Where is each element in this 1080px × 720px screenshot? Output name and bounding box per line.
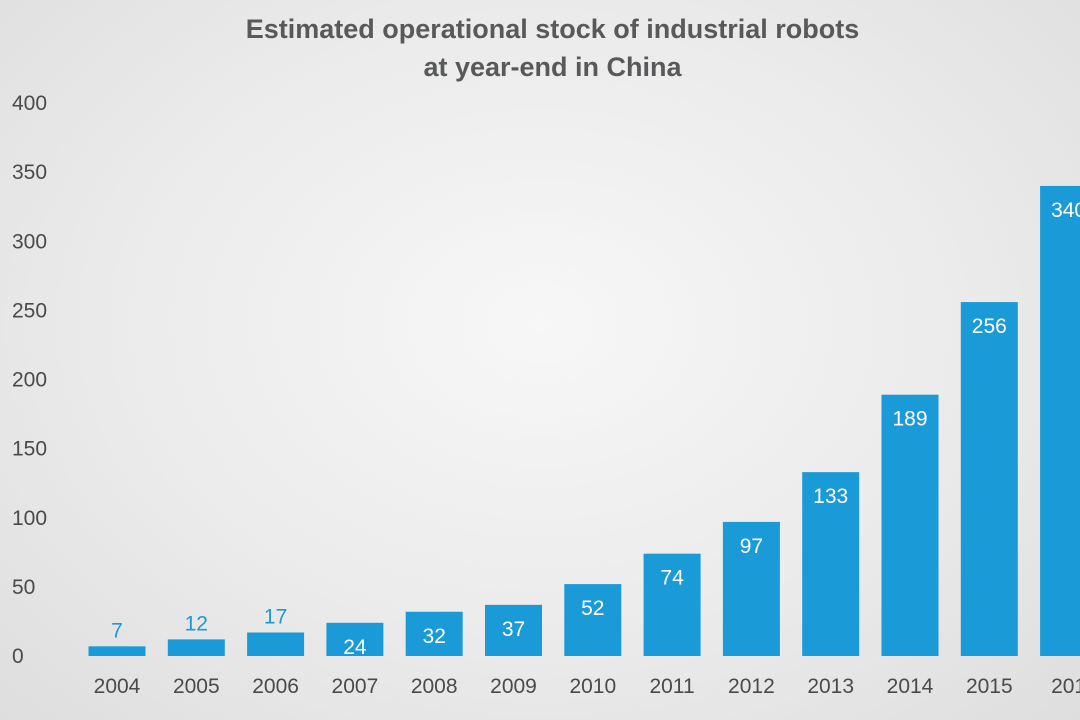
- data-label: 37: [502, 618, 525, 641]
- x-tick-label: 2009: [490, 675, 537, 698]
- x-tick-label: 2006: [252, 675, 299, 698]
- y-tick-label: 250: [12, 299, 47, 322]
- x-tick-label: 2011: [650, 675, 695, 698]
- bar: [643, 553, 701, 656]
- x-tick-label: 2007: [332, 675, 379, 698]
- bar: [564, 584, 622, 656]
- x-tick-label: 201: [1051, 675, 1080, 698]
- chart-title-line-1: Estimated operational stock of industria…: [245, 14, 860, 44]
- data-label: 133: [813, 485, 848, 508]
- y-tick-label: 100: [12, 507, 47, 530]
- bar: [960, 302, 1018, 656]
- x-tick-label: 2010: [569, 675, 616, 698]
- bar: [326, 622, 384, 656]
- x-tick-label: 2008: [411, 675, 458, 698]
- y-tick-label: 0: [12, 645, 24, 668]
- chart-title-line-2: at year-end in China: [423, 52, 682, 82]
- y-tick-label: 200: [12, 369, 47, 392]
- bar: [88, 646, 146, 656]
- data-label: 97: [740, 535, 763, 558]
- bar: [1040, 185, 1080, 656]
- data-label: 256: [972, 315, 1007, 338]
- data-label: 32: [423, 625, 446, 648]
- data-label: 340: [1051, 199, 1080, 222]
- y-tick-label: 400: [12, 92, 47, 115]
- bar: [881, 394, 939, 656]
- x-tick-label: 2004: [94, 675, 141, 698]
- bar: [167, 639, 225, 656]
- y-tick-label: 300: [12, 230, 47, 253]
- data-label: 189: [892, 408, 927, 431]
- data-label: 52: [581, 597, 604, 620]
- bar: [485, 604, 542, 656]
- bar: [247, 632, 305, 656]
- y-tick-label: 50: [12, 576, 35, 599]
- data-label: 7: [111, 619, 123, 642]
- x-tick-label: 2012: [728, 675, 775, 698]
- x-tick-label: 2013: [807, 675, 854, 698]
- bar: [722, 521, 780, 656]
- y-tick-label: 350: [12, 161, 47, 184]
- x-tick-label: 2005: [173, 675, 220, 698]
- bar: [802, 472, 860, 656]
- data-label: 24: [343, 636, 367, 659]
- x-tick-label: 2015: [966, 675, 1013, 698]
- data-label: 17: [264, 605, 287, 628]
- y-tick-label: 150: [12, 438, 47, 461]
- data-label: 12: [185, 612, 208, 635]
- x-tick-label: 2014: [887, 675, 934, 698]
- bar: [405, 611, 463, 656]
- data-label: 74: [660, 567, 684, 590]
